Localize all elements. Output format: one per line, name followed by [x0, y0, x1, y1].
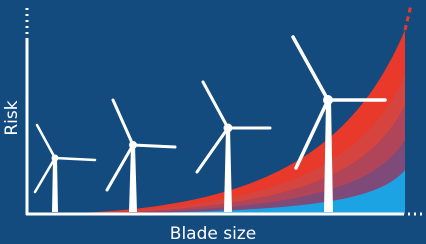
turbine-part [52, 158, 58, 212]
x-axis-label: Blade size [170, 224, 256, 244]
y-axis-label: Risk [2, 100, 22, 135]
illustration: Risk Blade size [0, 0, 426, 244]
turbine-part [133, 145, 175, 147]
turbine-part [52, 155, 58, 161]
turbine-part [324, 96, 333, 105]
turbine-part [224, 124, 232, 132]
page: Risk Blade size (() => { const data = JS… [0, 0, 426, 244]
turbine-part [130, 142, 137, 149]
